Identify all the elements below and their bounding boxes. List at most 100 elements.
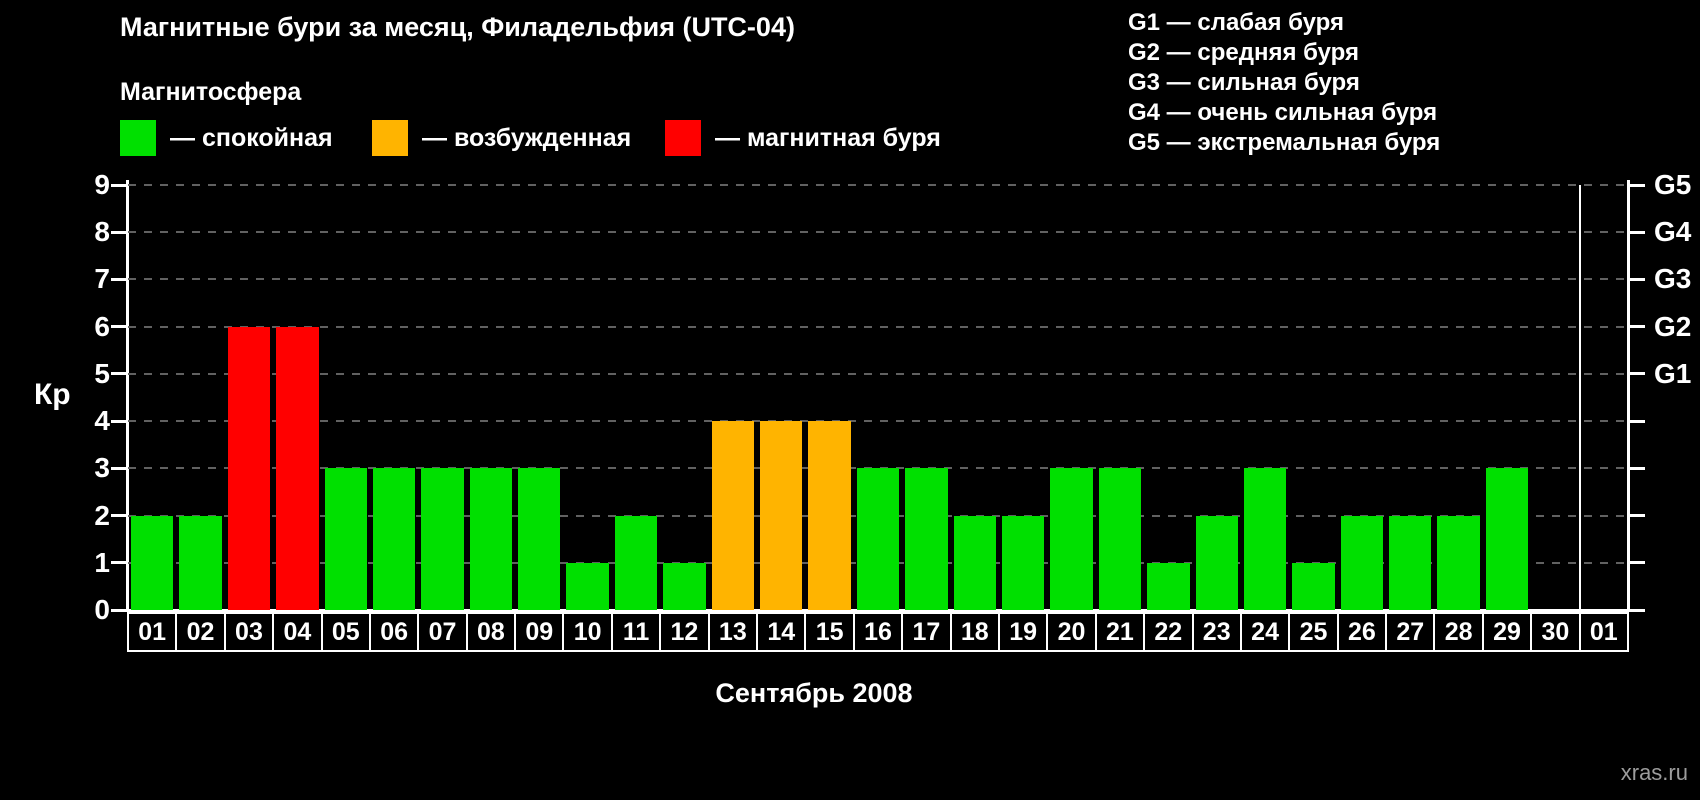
y-tick-right xyxy=(1630,277,1645,281)
y-tick-label: 1 xyxy=(94,546,110,578)
x-axis-day-label: 29 xyxy=(1481,612,1533,652)
y-tick-right xyxy=(1630,514,1645,518)
g-scale-label-g5: G5 xyxy=(1654,169,1692,200)
gridline xyxy=(128,184,1628,186)
bar-day-20 xyxy=(1050,468,1093,610)
x-axis-day-label: 22 xyxy=(1143,612,1194,652)
y-tick-left xyxy=(111,561,126,565)
x-axis-day-label: 01 xyxy=(127,612,178,652)
bar-day-01 xyxy=(131,515,174,610)
x-axis-day-label: 04 xyxy=(272,612,323,652)
chart-title: Магнитные бури за месяц, Филадельфия (UT… xyxy=(120,12,795,42)
storm-scale-g1: G1 — слабая буря xyxy=(1128,9,1345,36)
legend-item-storm: — магнитная буря xyxy=(665,118,941,158)
bar-day-09 xyxy=(518,468,561,610)
x-axis-day-label: 06 xyxy=(368,612,420,652)
x-axis-day-label: 03 xyxy=(223,612,275,652)
bar-day-07 xyxy=(421,468,464,610)
y-tick-left xyxy=(111,183,126,187)
bar-day-11 xyxy=(614,515,658,610)
x-axis-day-label: 20 xyxy=(1046,612,1097,652)
y-tick-label: 7 xyxy=(94,263,110,295)
g-scale-label-g3: G3 xyxy=(1654,263,1692,295)
bar-day-28 xyxy=(1437,515,1480,610)
gridline xyxy=(128,372,1628,375)
y-tick-right xyxy=(1630,325,1645,329)
x-axis-title: Сентябрь 2008 xyxy=(715,678,913,708)
bar-day-05 xyxy=(324,468,367,610)
bar-day-04 xyxy=(276,326,319,610)
legend-label-storm: — магнитная буря xyxy=(715,123,941,152)
bar-day-16 xyxy=(856,468,900,610)
x-axis-day-label: 19 xyxy=(997,612,1049,652)
storm-scale-g3: G3 — сильная буря xyxy=(1128,69,1360,96)
bar-day-29 xyxy=(1485,468,1529,610)
x-axis-day-label: 17 xyxy=(901,612,952,652)
g-scale-label-g1: G1 xyxy=(1654,357,1692,389)
y-tick-right xyxy=(1630,608,1645,612)
g-scale-label-g2: G2 xyxy=(1654,310,1692,342)
quiet-color-swatch xyxy=(120,120,156,156)
bar-day-27 xyxy=(1389,515,1432,610)
x-axis-day-label: 11 xyxy=(610,612,662,652)
y-tick-left xyxy=(111,372,126,376)
bar-day-18 xyxy=(953,515,996,610)
bar-day-12 xyxy=(663,562,706,610)
storm-color-swatch xyxy=(665,120,701,156)
y-tick-label: 8 xyxy=(94,216,110,248)
x-axis-day-label: 16 xyxy=(852,612,904,652)
x-axis-day-label: 25 xyxy=(1288,612,1339,652)
x-axis-day-label: 27 xyxy=(1385,612,1436,652)
y-tick-left xyxy=(111,514,126,518)
x-axis-day-label: 08 xyxy=(465,612,517,652)
gridline xyxy=(128,420,1628,423)
x-axis-day-label: 28 xyxy=(1433,612,1484,652)
storm-scale-g2: G2 — средняя буря xyxy=(1128,39,1359,66)
y-axis-title: Кр xyxy=(34,378,71,411)
bar-day-19 xyxy=(1001,515,1045,610)
y-tick-left xyxy=(111,419,126,423)
gridline xyxy=(128,231,1628,234)
g-scale-label-g4: G4 xyxy=(1654,216,1692,248)
bar-day-26 xyxy=(1340,515,1384,610)
y-tick-right xyxy=(1630,372,1645,376)
x-axis-day-label: 09 xyxy=(514,612,565,652)
legend-label-active: — возбужденная xyxy=(422,123,632,152)
y-axis-line xyxy=(126,180,129,612)
y-tick-label: 0 xyxy=(94,594,110,625)
bar-day-22 xyxy=(1147,562,1190,610)
active-color-swatch xyxy=(372,120,408,156)
gridline xyxy=(128,278,1628,281)
storm-scale-g4: G4 — очень сильная буря xyxy=(1128,99,1438,126)
x-axis-day-label: 23 xyxy=(1191,612,1242,652)
y-tick-label: 9 xyxy=(94,169,110,200)
x-axis-day-label: 30 xyxy=(1530,612,1581,652)
y-tick-left xyxy=(111,277,126,281)
x-axis-day-label: 24 xyxy=(1239,612,1291,652)
bar-day-08 xyxy=(469,468,513,610)
x-axis-line xyxy=(126,609,1630,612)
x-axis-day-label: 05 xyxy=(320,612,371,652)
y-tick-left xyxy=(111,608,126,612)
y-tick-label: 2 xyxy=(94,499,110,531)
bar-day-03 xyxy=(227,326,271,610)
bar-day-25 xyxy=(1292,562,1335,610)
y-tick-label: 6 xyxy=(94,310,110,342)
bar-day-24 xyxy=(1243,468,1287,610)
bar-day-13 xyxy=(711,421,755,610)
bar-day-10 xyxy=(566,562,609,610)
x-axis-day-label: 21 xyxy=(1094,612,1146,652)
x-axis-day-label: 14 xyxy=(756,612,807,652)
bar-day-14 xyxy=(760,421,803,610)
y-tick-right xyxy=(1630,419,1645,423)
legend-item-active: — возбужденная xyxy=(372,118,631,158)
gridline xyxy=(128,325,1628,328)
y-tick-label: 3 xyxy=(94,452,110,484)
y-tick-right xyxy=(1630,230,1645,234)
bar-day-23 xyxy=(1195,515,1238,610)
legend-item-quiet: — спокойная xyxy=(120,118,333,158)
magnetosphere-label: Магнитосфера xyxy=(120,78,302,106)
y-tick-label: 5 xyxy=(94,357,110,389)
